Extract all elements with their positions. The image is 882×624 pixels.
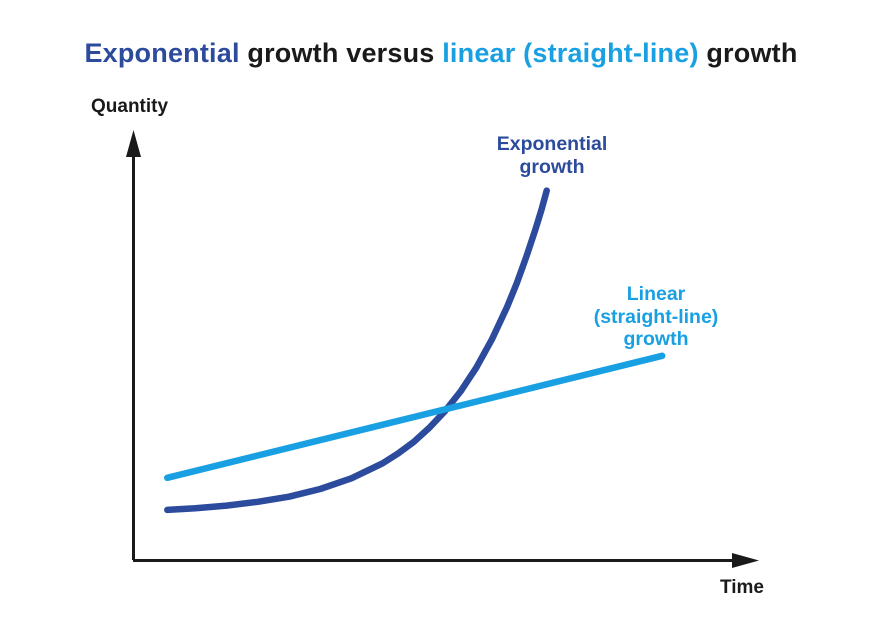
x-axis-label: Time (720, 577, 765, 598)
title-middle-text: growth versus (239, 38, 443, 68)
linear-curve-label: Linear (straight-line) growth (593, 283, 719, 350)
y-axis-label: Quantity (91, 96, 169, 117)
exponential-curve-label: Exponential growth (496, 133, 608, 178)
title-exponential-word: Exponential (84, 38, 240, 68)
exponential-growth-curve (164, 187, 550, 514)
title-linear-word: linear (straight-line) (442, 38, 699, 68)
y-axis-arrow-icon (126, 130, 141, 157)
chart-title: Exponential growth versus linear (straig… (0, 38, 882, 69)
linear-growth-line (164, 352, 666, 482)
title-end-text: growth (698, 38, 798, 68)
x-axis-arrow-icon (732, 553, 759, 568)
